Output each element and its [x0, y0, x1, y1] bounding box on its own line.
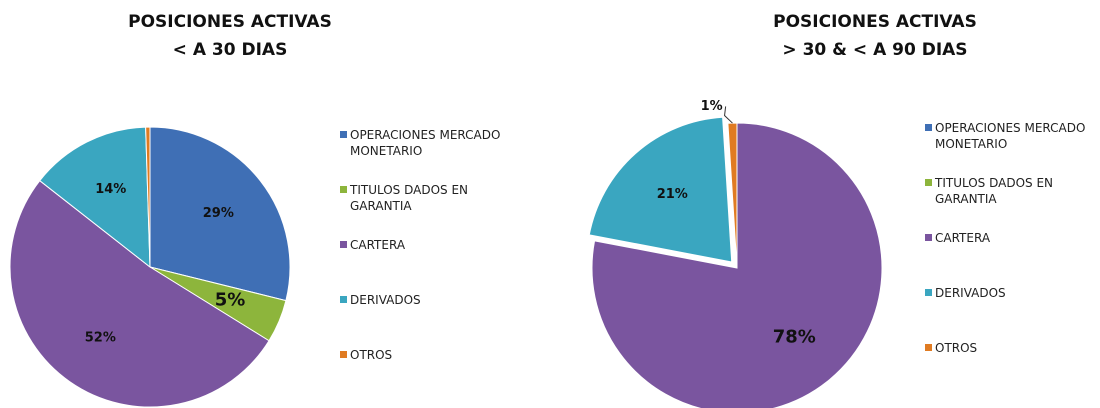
pie-slice — [145, 126, 151, 268]
subtitle-line: > 30 & < A 90 DIAS — [782, 40, 968, 60]
legend-label: OPERACIONES MERCADO MONETARIO — [935, 121, 1086, 151]
legend-entry: DERIVADOS — [925, 285, 1100, 340]
legend-label: DERIVADOS — [935, 286, 1006, 300]
legend-swatch — [925, 124, 932, 131]
legend-swatch — [925, 179, 932, 186]
legend-label: OTROS — [935, 341, 978, 355]
data-label: 1% — [701, 99, 723, 114]
data-label: 78% — [773, 326, 816, 347]
legend-entry: TITULOS DADOS EN GARANTIA — [340, 182, 515, 237]
legend-label: TITULOS DADOS EN GARANTIA — [350, 183, 469, 213]
data-label: 14% — [95, 182, 126, 197]
subtitle-line: < A 30 DIAS — [172, 40, 288, 60]
chart-title: POSICIONES ACTIVAS < A 30 DIAS — [80, 8, 380, 64]
legend-swatch — [925, 234, 932, 241]
legend-label: OPERACIONES MERCADO MONETARIO — [350, 128, 501, 158]
legend-label: CARTERA — [935, 231, 991, 245]
data-label: 21% — [657, 187, 688, 202]
legend-entry: OTROS — [340, 347, 515, 402]
pie-slice — [149, 126, 291, 302]
legend: OPERACIONES MERCADO MONETARIO TITULOS DAD… — [340, 127, 515, 402]
legend-swatch — [925, 289, 932, 296]
legend-entry: CARTERA — [340, 237, 515, 292]
pie-slice — [9, 179, 270, 408]
title-line: POSICIONES ACTIVAS — [773, 12, 977, 32]
legend-label: OTROS — [350, 348, 393, 362]
title-line: POSICIONES ACTIVAS — [128, 12, 332, 32]
legend-entry: CARTERA — [925, 230, 1100, 285]
legend-label: TITULOS DADOS EN GARANTIA — [935, 176, 1054, 206]
leader-line — [724, 106, 733, 124]
pie-slice — [39, 126, 151, 269]
pie-slice — [588, 116, 733, 263]
legend-swatch — [925, 344, 932, 351]
legend-swatch — [340, 351, 347, 358]
legend-entry: OPERACIONES MERCADO MONETARIO — [925, 120, 1100, 175]
chart-title: POSICIONES ACTIVAS > 30 & < A 90 DIAS — [725, 8, 1025, 64]
data-label: 5% — [215, 290, 246, 311]
legend-label: CARTERA — [350, 238, 406, 252]
data-label: 52% — [85, 331, 116, 346]
legend-entry: TITULOS DADOS EN GARANTIA — [925, 175, 1100, 230]
data-label: 29% — [203, 206, 234, 221]
legend-entry: OTROS — [925, 340, 1100, 395]
legend-label: DERIVADOS — [350, 293, 421, 307]
legend-entry: DERIVADOS — [340, 292, 515, 347]
legend-swatch — [340, 131, 347, 138]
legend-swatch — [340, 186, 347, 193]
legend-swatch — [340, 296, 347, 303]
legend: OPERACIONES MERCADO MONETARIO TITULOS DAD… — [925, 120, 1100, 395]
legend-swatch — [340, 241, 347, 248]
legend-entry: OPERACIONES MERCADO MONETARIO — [340, 127, 515, 182]
